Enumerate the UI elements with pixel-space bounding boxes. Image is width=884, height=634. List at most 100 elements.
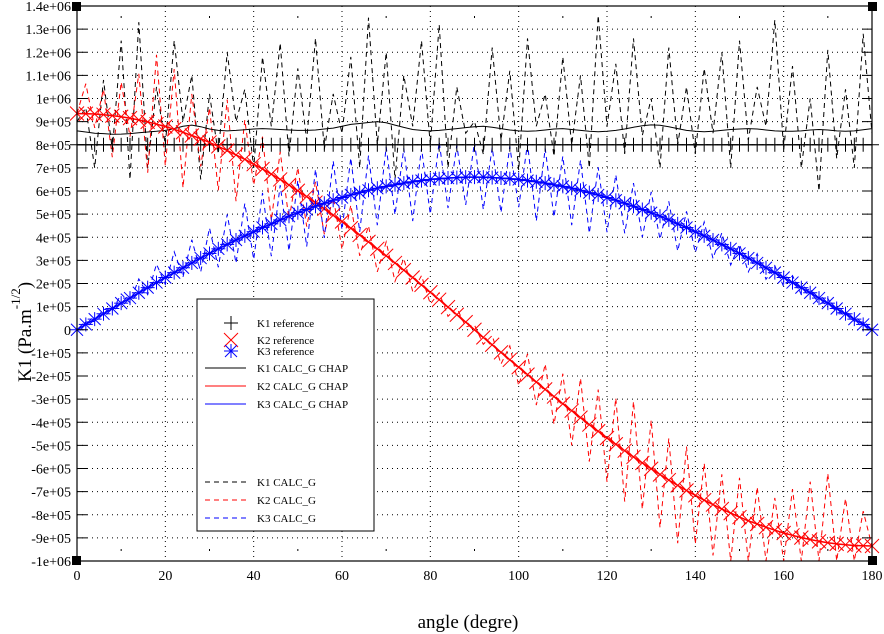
y-tick-label: 3e+05 bbox=[36, 254, 71, 269]
y-tick-label: 1.3e+06 bbox=[25, 23, 71, 38]
data-point bbox=[635, 202, 650, 217]
x-tick-label: 60 bbox=[335, 569, 349, 584]
data-point bbox=[149, 116, 164, 132]
y-tick-label: 1.2e+06 bbox=[25, 46, 71, 61]
legend-entry-k3-reference: K3 reference bbox=[224, 344, 314, 358]
data-point bbox=[140, 114, 156, 130]
data-point bbox=[467, 170, 482, 185]
series-layer bbox=[69, 15, 880, 562]
legend-entry-k2-reference: K2 reference bbox=[223, 332, 314, 348]
legend-label: K2 CALC_G bbox=[257, 495, 316, 507]
data-point bbox=[388, 177, 402, 192]
data-point bbox=[370, 181, 385, 196]
data-point bbox=[299, 202, 314, 217]
series-line-k1-calc-g-chap bbox=[76, 121, 873, 135]
y-tick-label: 1e+06 bbox=[36, 93, 71, 108]
svg-text:K1 (Pa.m-1/2): K1 (Pa.m-1/2) bbox=[8, 282, 36, 382]
x-tick-label: 40 bbox=[247, 569, 261, 584]
y-tick-label: 1.1e+06 bbox=[25, 69, 71, 84]
y-tick-label: 9e+05 bbox=[36, 116, 71, 131]
data-point bbox=[166, 121, 182, 137]
data-point bbox=[361, 234, 376, 250]
y-tick-label: 4e+05 bbox=[36, 231, 71, 246]
data-point bbox=[352, 185, 367, 200]
data-point bbox=[255, 161, 270, 177]
data-point bbox=[644, 205, 659, 220]
data-point bbox=[705, 497, 721, 512]
data-point bbox=[184, 255, 199, 270]
series-markers-k1-reference bbox=[70, 137, 879, 152]
data-point bbox=[520, 367, 535, 382]
data-point bbox=[458, 314, 474, 330]
data-point bbox=[87, 312, 102, 327]
data-point bbox=[467, 322, 482, 338]
data-point bbox=[246, 156, 262, 172]
data-point bbox=[785, 275, 800, 290]
legend-entry-k3-calc-g-chap: K3 CALC_G CHAP bbox=[205, 399, 348, 411]
data-point bbox=[528, 374, 544, 390]
tick-labels: -1e+06 -9e+05 -8e+05 -7e+05 -6e+05 -5e+05 -4e+… bbox=[25, 0, 882, 584]
data-point bbox=[511, 359, 527, 375]
data-point bbox=[749, 516, 765, 532]
data-point bbox=[582, 185, 597, 200]
data-point bbox=[184, 128, 200, 143]
legend-entry-k2-calc-g-chap: K2 CALC_G CHAP bbox=[205, 381, 348, 393]
data-point bbox=[475, 330, 491, 345]
data-point bbox=[396, 262, 412, 278]
series-markers-k3-reference bbox=[70, 170, 879, 337]
data-point bbox=[414, 277, 429, 293]
data-point bbox=[679, 483, 694, 498]
plus-marker-icon bbox=[224, 316, 238, 330]
data-point bbox=[750, 255, 765, 270]
data-point bbox=[802, 532, 818, 547]
data-point bbox=[803, 285, 818, 300]
y-tick-label: 1.4e+06 bbox=[25, 0, 71, 15]
data-point bbox=[661, 472, 677, 488]
data-point bbox=[820, 296, 835, 311]
data-point bbox=[591, 187, 606, 202]
data-point bbox=[378, 248, 394, 264]
ticks bbox=[77, 5, 872, 562]
data-point bbox=[131, 112, 147, 128]
y-tick-label: 7e+05 bbox=[36, 162, 71, 177]
data-point bbox=[96, 306, 111, 321]
data-point bbox=[555, 179, 570, 194]
data-point bbox=[114, 296, 129, 311]
data-point bbox=[193, 251, 208, 266]
legend-label: K1 CALC_G bbox=[257, 477, 316, 489]
data-point bbox=[379, 179, 394, 194]
data-point bbox=[811, 533, 827, 549]
data-point bbox=[546, 389, 562, 404]
legend-entry-k2-calc-g: K2 CALC_G bbox=[205, 495, 316, 507]
data-point bbox=[600, 190, 614, 205]
y-tick-label: 5e+05 bbox=[36, 208, 71, 223]
corner-marker-bottom-right bbox=[868, 556, 877, 565]
data-point bbox=[794, 280, 809, 295]
data-point bbox=[847, 312, 862, 327]
data-point bbox=[537, 382, 553, 397]
y-tick-label: -5e+05 bbox=[31, 439, 71, 454]
data-point bbox=[405, 270, 421, 285]
x-tick-label: 160 bbox=[773, 569, 794, 584]
x-tick-label: 80 bbox=[423, 569, 437, 584]
data-point bbox=[343, 187, 358, 202]
data-point bbox=[732, 509, 747, 525]
data-point bbox=[431, 292, 447, 308]
legend-label: K1 reference bbox=[257, 318, 314, 330]
data-point bbox=[167, 265, 182, 280]
data-point bbox=[308, 199, 323, 214]
data-point bbox=[758, 519, 774, 535]
data-point bbox=[131, 285, 146, 300]
legend-label: K2 reference bbox=[257, 335, 314, 347]
data-point bbox=[202, 135, 217, 150]
data-point bbox=[502, 352, 518, 368]
y-tick-label: -1e+05 bbox=[31, 347, 71, 362]
legend-label: K3 reference bbox=[257, 346, 314, 358]
legend-entry-k1-calc-g-chap: K1 CALC_G CHAP bbox=[205, 363, 348, 375]
data-point bbox=[449, 307, 465, 323]
grid bbox=[77, 6, 872, 561]
data-point bbox=[361, 183, 376, 198]
x-tick-label: 100 bbox=[508, 569, 529, 584]
data-point bbox=[210, 139, 226, 154]
data-point bbox=[776, 270, 791, 285]
